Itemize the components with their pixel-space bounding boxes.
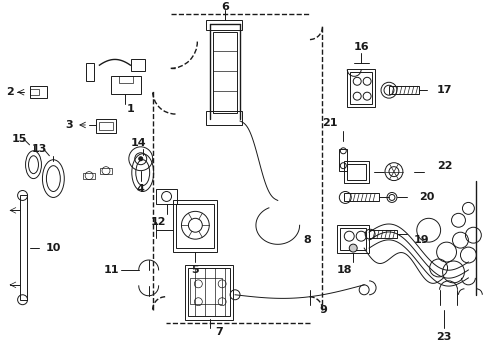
Bar	[100, 168, 112, 174]
Bar	[185, 265, 233, 320]
Text: 17: 17	[437, 85, 452, 95]
Text: 10: 10	[46, 243, 61, 253]
Bar	[111, 76, 141, 94]
Text: 9: 9	[319, 305, 327, 315]
Text: 2: 2	[6, 87, 14, 97]
Bar	[341, 228, 366, 250]
Bar	[347, 69, 375, 107]
Bar	[213, 32, 237, 113]
Text: 23: 23	[436, 333, 451, 342]
Circle shape	[349, 244, 357, 252]
Text: 3: 3	[66, 120, 73, 130]
Text: 14: 14	[131, 138, 147, 148]
Bar	[344, 161, 369, 183]
Bar	[369, 230, 397, 238]
Bar	[29, 86, 48, 98]
Text: 11: 11	[103, 265, 119, 275]
Bar	[176, 204, 214, 248]
Bar	[86, 63, 94, 81]
Text: 19: 19	[414, 235, 429, 245]
Text: 12: 12	[151, 217, 167, 227]
Text: 22: 22	[437, 161, 452, 171]
Bar	[350, 72, 372, 104]
Text: 21: 21	[321, 118, 337, 128]
Text: 7: 7	[215, 328, 223, 337]
Circle shape	[139, 157, 143, 161]
Bar	[191, 278, 222, 304]
Bar	[206, 20, 242, 30]
Bar	[340, 149, 347, 171]
Text: 16: 16	[353, 41, 369, 51]
Bar	[20, 195, 26, 300]
Bar	[131, 59, 145, 71]
Bar	[172, 201, 217, 252]
Bar	[389, 86, 419, 94]
Text: 6: 6	[221, 2, 229, 12]
Text: 8: 8	[304, 235, 312, 245]
Bar	[156, 189, 177, 204]
Bar	[96, 119, 116, 133]
Text: 1: 1	[127, 104, 135, 114]
Bar	[29, 89, 40, 95]
Bar	[99, 122, 113, 130]
Text: 13: 13	[32, 144, 47, 154]
Bar	[347, 164, 366, 180]
Bar	[83, 173, 95, 179]
Text: 4: 4	[137, 184, 145, 194]
Text: 15: 15	[12, 134, 27, 144]
Bar	[119, 76, 133, 83]
Bar	[344, 193, 379, 202]
Text: 20: 20	[419, 193, 434, 202]
Text: 5: 5	[192, 265, 199, 275]
Bar	[337, 225, 369, 253]
Bar	[206, 111, 242, 125]
Text: 18: 18	[337, 265, 352, 275]
Bar	[188, 268, 230, 316]
